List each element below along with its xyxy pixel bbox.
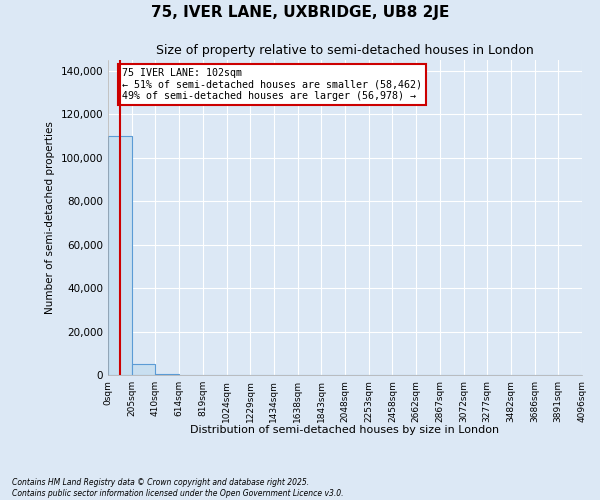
Text: Contains HM Land Registry data © Crown copyright and database right 2025.
Contai: Contains HM Land Registry data © Crown c… [12, 478, 343, 498]
Text: 75, IVER LANE, UXBRIDGE, UB8 2JE: 75, IVER LANE, UXBRIDGE, UB8 2JE [151, 5, 449, 20]
Bar [155, 374, 179, 375]
Y-axis label: Number of semi-detached properties: Number of semi-detached properties [45, 121, 55, 314]
Title: Size of property relative to semi-detached houses in London: Size of property relative to semi-detach… [156, 44, 534, 58]
Bar [132, 364, 155, 375]
X-axis label: Distribution of semi-detached houses by size in London: Distribution of semi-detached houses by … [190, 425, 500, 435]
Text: 75 IVER LANE: 102sqm
← 51% of semi-detached houses are smaller (58,462)
49% of s: 75 IVER LANE: 102sqm ← 51% of semi-detac… [122, 68, 422, 101]
Bar [108, 136, 132, 375]
